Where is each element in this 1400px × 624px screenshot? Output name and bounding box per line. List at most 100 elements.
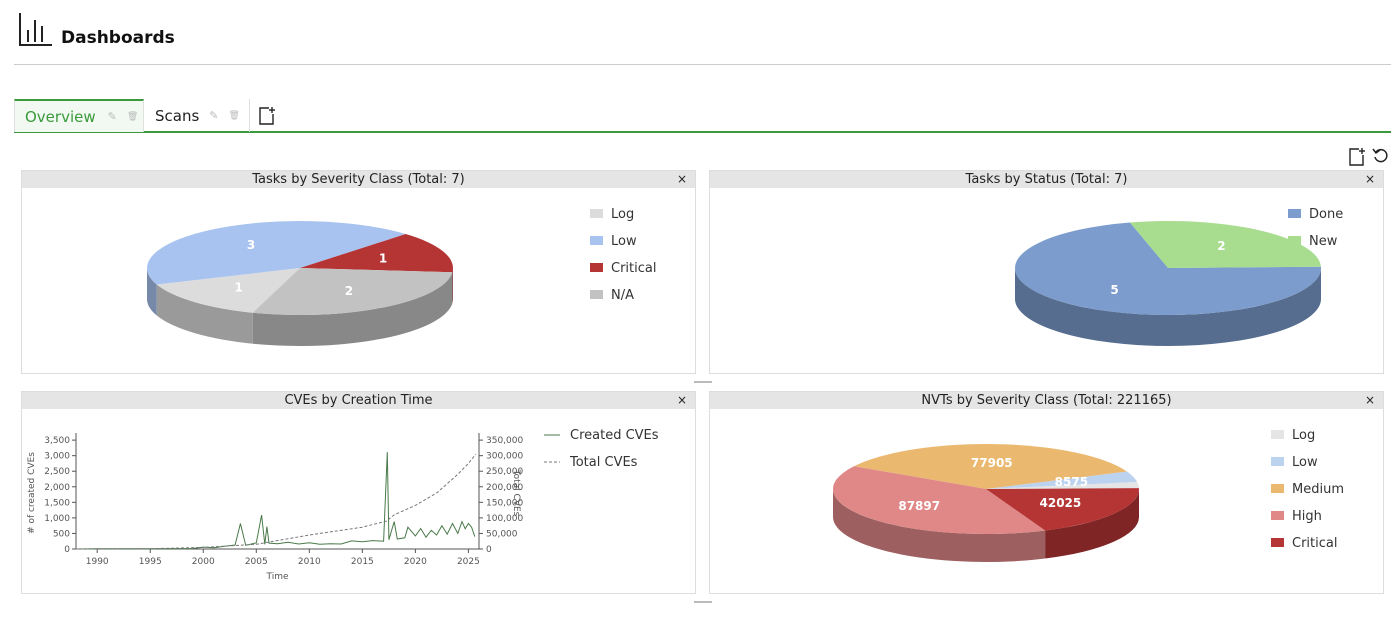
pie-slice-low bbox=[986, 471, 1138, 489]
legend-label-log: Log bbox=[611, 207, 634, 222]
legend-swatch-high bbox=[1271, 511, 1284, 520]
pie-value-label: 1 bbox=[234, 281, 242, 295]
pie-value-label: 2 bbox=[1217, 239, 1225, 253]
y2-tick-label: 200,000 bbox=[486, 483, 523, 493]
pie-side-critical bbox=[1045, 489, 1139, 559]
legend-swatch-done bbox=[1288, 209, 1301, 218]
pie-slice-medium bbox=[853, 444, 1127, 489]
y2-tick-label: 350,000 bbox=[486, 436, 523, 446]
reset-icon[interactable] bbox=[1372, 147, 1390, 165]
legend-swatch-medium bbox=[1271, 484, 1284, 493]
legend-label-critical: Critical bbox=[611, 261, 656, 276]
tab-scans[interactable]: Scans ✎ 🗑 bbox=[145, 99, 250, 132]
pie-value-label: 42025 bbox=[1040, 496, 1082, 510]
panel-title: NVTs by Severity Class (Total: 221165) bbox=[710, 392, 1383, 409]
pie-slice-new bbox=[1129, 221, 1321, 268]
pie-value-label: 77905 bbox=[971, 456, 1013, 470]
pie-slice-log bbox=[986, 482, 1139, 489]
legend-label-low: Low bbox=[1292, 455, 1318, 470]
pie-slice-low bbox=[146, 220, 406, 285]
legend-label-medium: Medium bbox=[1292, 482, 1344, 497]
pie-value-label: 3 bbox=[247, 238, 255, 252]
pie-slice-n-a bbox=[252, 268, 453, 315]
edit-icon[interactable]: ✎ bbox=[209, 109, 219, 122]
panel-cves-by-creation-time: CVEs by Creation Time × 0 500 1,000 1,500 2,… bbox=[21, 391, 696, 594]
y2-tick-label: 0 bbox=[486, 545, 492, 555]
legend-swatch-log bbox=[1271, 430, 1284, 439]
close-icon[interactable]: × bbox=[676, 172, 687, 186]
nvts-severity-pie-chart: 8575 77905 87897 42025 Log Low Medium High Criti… bbox=[833, 428, 1344, 562]
add-display-icon[interactable] bbox=[1348, 147, 1366, 167]
legend-label-critical: Critical bbox=[1292, 536, 1337, 551]
pie-side-critical bbox=[452, 268, 453, 304]
y2-axis-label: Total CVEs bbox=[511, 469, 521, 517]
y-tick-label: 1,000 bbox=[44, 514, 70, 524]
y-axis-label: # of created CVEs bbox=[27, 452, 37, 534]
x-tick-label: 2000 bbox=[192, 557, 215, 567]
legend-label-done: Done bbox=[1309, 207, 1343, 222]
delete-icon[interactable]: 🗑 bbox=[228, 110, 240, 121]
row-resize-handle[interactable] bbox=[694, 601, 712, 603]
legend-swatch-low bbox=[1271, 457, 1284, 466]
pie-side-log bbox=[156, 284, 253, 344]
x-tick-label: 2025 bbox=[457, 557, 480, 567]
pie-slice-critical bbox=[300, 234, 453, 273]
x-axis-label: Time bbox=[265, 572, 288, 582]
pie-slice-high bbox=[833, 466, 1046, 534]
bar-chart-icon bbox=[18, 12, 54, 48]
x-tick-label: 2005 bbox=[245, 557, 268, 567]
edit-icon[interactable]: ✎ bbox=[107, 110, 117, 123]
tab-scans-label: Scans bbox=[155, 106, 200, 125]
pie-slice-critical bbox=[986, 488, 1139, 531]
header-divider bbox=[14, 64, 1391, 65]
y2-tick-label: 50,000 bbox=[486, 529, 518, 539]
x-tick-label: 2015 bbox=[351, 557, 374, 567]
y-tick-label: 3,000 bbox=[44, 452, 70, 462]
tasks-severity-pie-chart: 1 3 1 2 Log Low Critical N/A bbox=[146, 207, 656, 346]
panel-nvts-by-severity: NVTs by Severity Class (Total: 221165) ×… bbox=[709, 391, 1384, 594]
dashboard-tab-bar: Overview ✎ 🗑 Scans ✎ 🗑 bbox=[14, 99, 1391, 133]
x-tick-label: 1990 bbox=[86, 557, 109, 567]
y-tick-label: 500 bbox=[53, 529, 70, 539]
legend-label-low: Low bbox=[611, 234, 637, 249]
x-tick-label: 2010 bbox=[298, 557, 321, 567]
new-dashboard-icon[interactable] bbox=[258, 106, 276, 126]
pie-value-label: 87897 bbox=[898, 499, 940, 513]
legend-label-created-cves: Created CVEs bbox=[570, 428, 659, 443]
row-resize-handle[interactable] bbox=[694, 381, 712, 383]
close-icon[interactable]: × bbox=[1364, 393, 1375, 407]
legend-label-new: New bbox=[1309, 234, 1338, 249]
legend-swatch-n-a bbox=[590, 290, 603, 299]
pie-side-high bbox=[833, 489, 1046, 562]
y-tick-label: 2,500 bbox=[44, 467, 70, 477]
tab-overview[interactable]: Overview ✎ 🗑 bbox=[14, 99, 144, 132]
legend-swatch-critical bbox=[1271, 538, 1284, 547]
y-tick-label: 1,500 bbox=[44, 498, 70, 508]
legend-label-log: Log bbox=[1292, 428, 1315, 443]
pie-value-label: 2 bbox=[345, 284, 353, 298]
y-tick-label: 0 bbox=[64, 545, 70, 555]
page-title: Dashboards bbox=[61, 28, 175, 48]
series-total-cves bbox=[75, 453, 477, 550]
series-created-cves bbox=[75, 452, 476, 550]
y2-tick-label: 150,000 bbox=[486, 498, 523, 508]
close-icon[interactable]: × bbox=[676, 393, 687, 407]
x-tick-label: 1995 bbox=[139, 557, 162, 567]
pie-side-done bbox=[1015, 268, 1321, 346]
pie-value-label: 8575 bbox=[1055, 475, 1088, 489]
legend-label-n-a: N/A bbox=[611, 288, 634, 303]
pie-value-label: 5 bbox=[1110, 283, 1118, 297]
delete-icon[interactable]: 🗑 bbox=[126, 111, 139, 122]
pie-side-low bbox=[147, 268, 157, 316]
panel-title: Tasks by Status (Total: 7) bbox=[710, 171, 1383, 188]
legend-swatch-new bbox=[1288, 236, 1301, 245]
cves-line-chart: 0 500 1,000 1,500 2,000 2,500 3,000 3,500 0 50,00… bbox=[27, 428, 659, 582]
tab-overview-label: Overview bbox=[25, 107, 96, 126]
x-tick-label: 2020 bbox=[404, 557, 427, 567]
y-tick-label: 3,500 bbox=[44, 436, 70, 446]
pie-side-n-a bbox=[252, 272, 453, 346]
legend-label-high: High bbox=[1292, 509, 1322, 524]
close-icon[interactable]: × bbox=[1364, 172, 1375, 186]
legend-swatch-critical bbox=[590, 263, 603, 272]
